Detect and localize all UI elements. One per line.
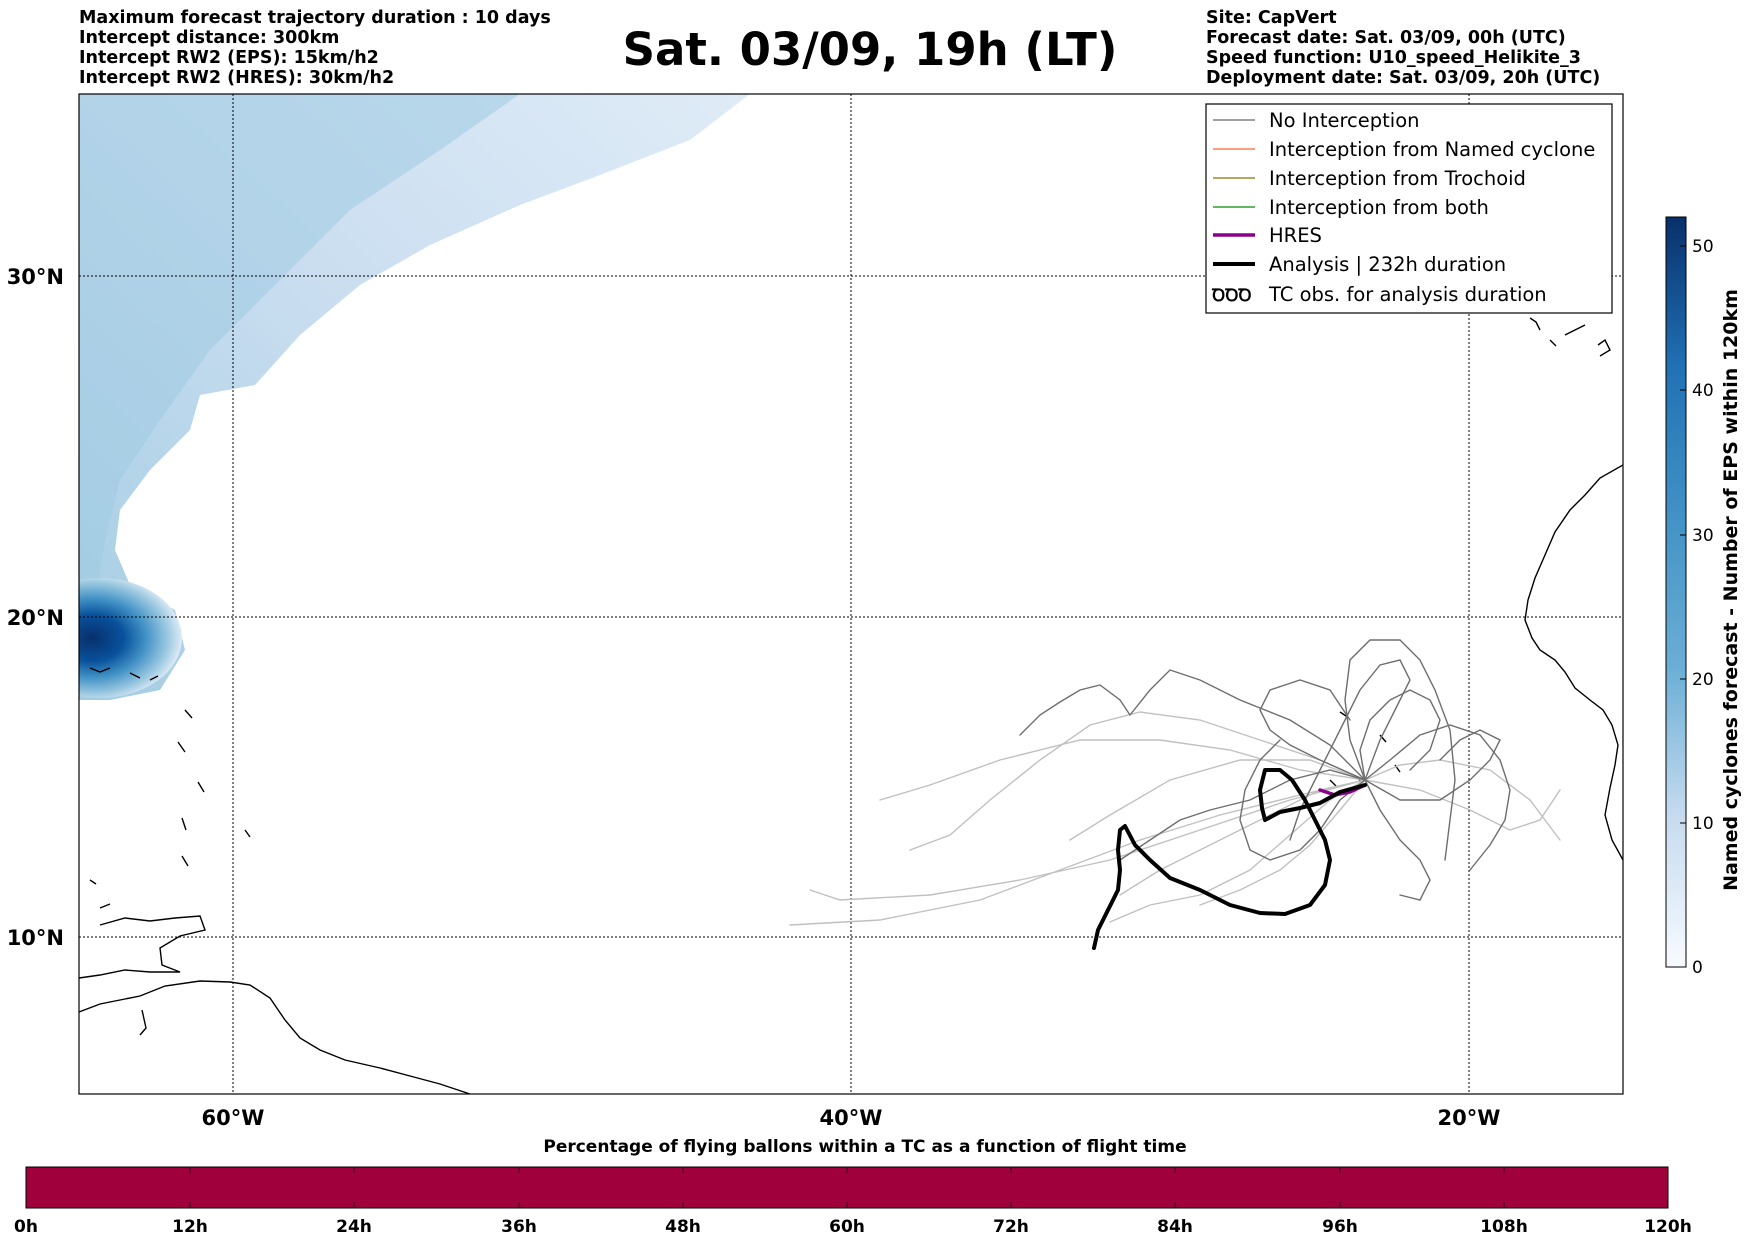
trajectory-dark <box>1289 659 1411 841</box>
colorbar-tick-label: 10 <box>1692 814 1714 834</box>
trajectory-light <box>1119 779 1366 896</box>
header-left-info: Maximum forecast trajectory duration : 1… <box>79 8 551 88</box>
flight-time-tick-label: 48h <box>665 1217 701 1237</box>
latitude-labels: 30°N 20°N 10°N <box>7 265 64 950</box>
trajectory-dark <box>1239 739 1366 861</box>
tc-obs-icon: ꝹꝹꝹ <box>1211 286 1252 306</box>
flight-time-tick-labels: 0h 12h 24h 36h 48h 60h 72h 84h 96h 108h … <box>14 1217 1692 1237</box>
trajectory-dark <box>1359 689 1441 781</box>
density-hotspot <box>79 578 182 698</box>
legend-label: TC obs. for analysis duration <box>1268 283 1547 306</box>
lat-label-10n: 10°N <box>7 926 64 950</box>
map-area <box>79 94 1623 1094</box>
colorbar-tick-label: 40 <box>1692 381 1714 401</box>
header-left-line: Intercept RW2 (HRES): 30km/h2 <box>79 68 395 88</box>
header-left-line: Maximum forecast trajectory duration : 1… <box>79 8 551 28</box>
flight-time-tick-label: 24h <box>336 1217 372 1237</box>
map-gridlines <box>79 94 1623 1094</box>
header-right-line: Site: CapVert <box>1206 8 1337 28</box>
trajectory-dark <box>1344 639 1456 861</box>
colorbar-ticks <box>1680 245 1686 968</box>
lon-label-20w: 20°W <box>1438 1106 1501 1130</box>
colorbar: 0 10 20 30 40 50 Named cyclones forecast… <box>1665 216 1742 978</box>
header-right-line: Forecast date: Sat. 03/09, 00h (UTC) <box>1206 28 1566 48</box>
flight-time-bar-fill <box>25 1166 1669 1209</box>
canary-islands <box>1529 317 1611 357</box>
analysis-trajectory <box>1092 768 1367 950</box>
legend-label: Interception from both <box>1269 196 1489 219</box>
lon-label-60w: 60°W <box>202 1106 265 1130</box>
flight-time-tick-label: 120h <box>1644 1217 1692 1237</box>
coastlines <box>79 317 1623 1094</box>
flight-time-tick-label: 36h <box>501 1217 537 1237</box>
legend-label: Interception from Named cyclone <box>1269 138 1595 161</box>
page-title: Sat. 03/09, 19h (LT) <box>622 23 1118 76</box>
ensemble-trajectories <box>789 639 1561 926</box>
header-right-info: Site: CapVert Forecast date: Sat. 03/09,… <box>1206 8 1600 88</box>
flight-time-tick-label: 108h <box>1480 1217 1528 1237</box>
header-right-line: Speed function: U10_speed_Helikite_3 <box>1206 48 1581 68</box>
flight-time-tick-label: 96h <box>1322 1217 1358 1237</box>
longitude-labels: 60°W 40°W 20°W <box>202 1106 1501 1130</box>
colorbar-gradient <box>1665 216 1687 968</box>
south-america-coast <box>79 980 471 1094</box>
africa-coast <box>1524 464 1623 861</box>
cyclone-density-field <box>79 94 750 700</box>
flight-time-tick-label: 72h <box>993 1217 1029 1237</box>
density-plume-inner <box>79 94 520 620</box>
flight-time-tick-label: 12h <box>172 1217 208 1237</box>
caribbean-islands <box>89 667 251 1036</box>
trajectory-light <box>1364 759 1561 841</box>
trajectory-dark <box>1019 669 1366 781</box>
trajectory-light <box>1199 779 1366 906</box>
trajectory-light <box>1069 759 1366 841</box>
legend-box <box>1205 103 1613 314</box>
trajectory-light <box>789 779 1366 926</box>
flight-time-bar-title: Percentage of flying ballons within a TC… <box>543 1137 1186 1157</box>
flight-time-tick-label: 84h <box>1157 1217 1193 1237</box>
header-left-line: Intercept RW2 (EPS): 15km/h2 <box>79 48 379 68</box>
capeverde-islands <box>1329 711 1401 787</box>
trajectory-dark <box>1364 779 1431 901</box>
colorbar-label: Named cyclones forecast - Number of EPS … <box>1720 289 1742 891</box>
trajectory-light <box>809 779 1366 901</box>
colorbar-tick-label: 20 <box>1692 670 1714 690</box>
lat-label-20n: 20°N <box>7 606 64 630</box>
flight-time-bar: Percentage of flying ballons within a TC… <box>14 1137 1692 1237</box>
legend-label: No Interception <box>1269 109 1420 132</box>
flight-time-tick-label: 60h <box>829 1217 865 1237</box>
trajectory-dark <box>1259 679 1366 781</box>
legend-label: Interception from Trochoid <box>1269 167 1526 190</box>
caribbean-coast <box>79 915 206 979</box>
trajectory-light <box>1109 779 1366 923</box>
trajectory-dark <box>1364 729 1501 801</box>
map-frame <box>78 93 1624 1095</box>
flight-time-tick-label: 0h <box>14 1217 38 1237</box>
colorbar-tick-label: 50 <box>1692 237 1714 257</box>
trajectory-dark <box>1364 724 1511 871</box>
lon-label-40w: 40°W <box>820 1106 883 1130</box>
header-right-line: Deployment date: Sat. 03/09, 20h (UTC) <box>1206 68 1601 88</box>
colorbar-tick-labels: 0 10 20 30 40 50 <box>1692 237 1714 978</box>
trajectory-light <box>1364 779 1561 831</box>
legend: No Interception Interception from Named … <box>1205 103 1613 314</box>
trajectory-light <box>909 711 1366 851</box>
legend-label: Analysis | 232h duration <box>1269 253 1506 276</box>
trajectory-light <box>879 739 1366 801</box>
colorbar-tick-label: 0 <box>1692 958 1703 978</box>
trajectory-dark <box>1119 769 1366 861</box>
legend-label: HRES <box>1269 224 1322 247</box>
flight-time-bar-ticks <box>189 1167 1505 1208</box>
header-left-line: Intercept distance: 300km <box>79 28 340 48</box>
colorbar-tick-label: 30 <box>1692 526 1714 546</box>
lat-label-30n: 30°N <box>7 265 64 289</box>
